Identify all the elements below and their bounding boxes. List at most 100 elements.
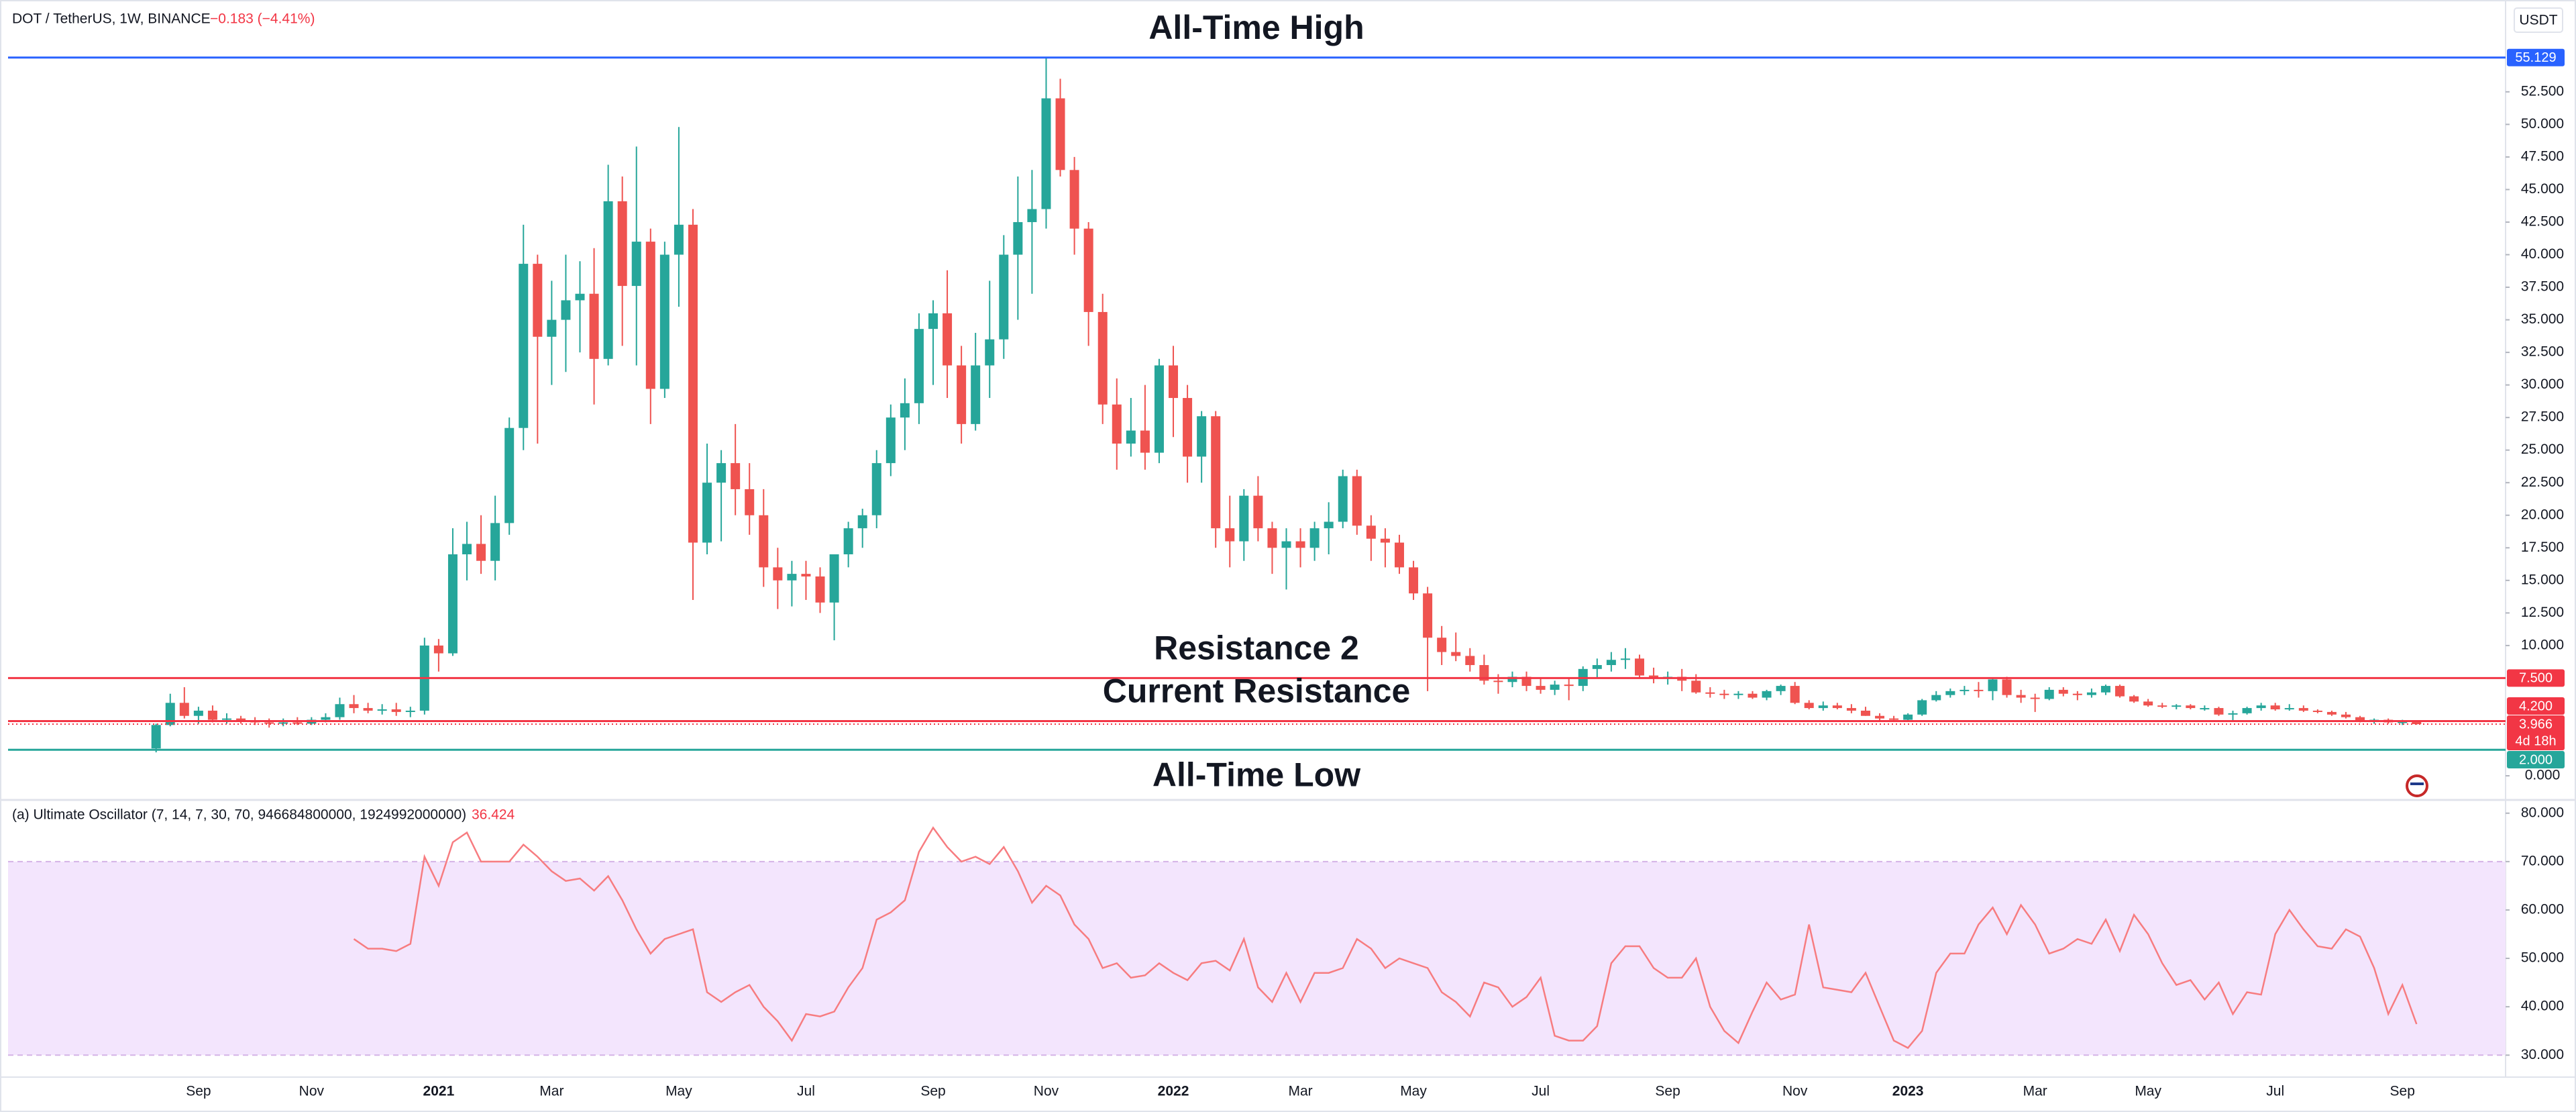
candle-body (1705, 692, 1715, 694)
candle-body (1253, 495, 1263, 529)
candle-body (659, 254, 669, 389)
candle-body (943, 313, 953, 366)
y-tick-label: 25.000 (2521, 442, 2564, 457)
candle-body (2355, 717, 2365, 721)
candle-body (1889, 718, 1899, 720)
candle-body (264, 722, 274, 724)
x-tick-label: Sep (2390, 1084, 2415, 1099)
price-badge-label: 7.500 (2519, 671, 2553, 686)
candle-body (236, 718, 246, 721)
x-tick-label: Nov (299, 1084, 325, 1099)
candle-body (2312, 710, 2322, 712)
candle-body (1451, 652, 1461, 656)
candle-body (1649, 675, 1659, 678)
candle-body (674, 224, 684, 255)
candle-body (179, 703, 189, 716)
x-tick-label: Mar (1288, 1084, 1312, 1099)
y-tick-label: 50.000 (2521, 950, 2564, 966)
y-tick-label: 70.000 (2521, 853, 2564, 868)
candle-body (1564, 685, 1574, 687)
y-tick-label: 52.500 (2521, 83, 2564, 99)
candle-body (1606, 660, 1616, 666)
candle-body (2242, 708, 2252, 713)
x-tick-label: Nov (1034, 1084, 1059, 1099)
candle-body (1211, 416, 1221, 529)
candle-body (2171, 705, 2182, 707)
y-tick-label: 10.000 (2521, 637, 2564, 652)
candle-body (2256, 705, 2266, 709)
candle-body (1592, 665, 1602, 669)
candle-body (2030, 697, 2040, 699)
candle-body (1536, 686, 1546, 690)
candle-body (957, 365, 967, 424)
candle-body (2398, 721, 2408, 723)
candle-body (2086, 692, 2096, 695)
candle-body (971, 365, 981, 424)
y-tick-label: 37.500 (2521, 279, 2564, 295)
candle-body (617, 201, 627, 287)
candle-body (815, 576, 825, 603)
x-tick-label: Jul (2266, 1084, 2284, 1099)
x-tick-label: 2023 (1892, 1084, 1924, 1099)
y-tick-label: 20.000 (2521, 507, 2564, 522)
currency-box[interactable] (2514, 7, 2563, 33)
candle-body (2341, 714, 2351, 717)
candle-body (1465, 656, 1475, 666)
candle-body (928, 313, 938, 330)
x-tick-label: May (1400, 1084, 1427, 1099)
indicator-title: (a) Ultimate Oscillator (7, 14, 7, 30, 7… (12, 807, 466, 823)
candle-body (2100, 686, 2110, 693)
candle-body (1550, 685, 1560, 690)
candle-body (349, 704, 359, 709)
x-tick-label: May (2135, 1084, 2161, 1099)
candle-body (1366, 525, 1376, 539)
candle-body (1832, 705, 1842, 709)
y-tick-label: 40.000 (2521, 246, 2564, 262)
y-tick-label: 60.000 (2521, 902, 2564, 917)
candle-body (2270, 705, 2280, 710)
candle-body (561, 300, 571, 320)
candle-body (843, 528, 853, 555)
candle-body (2115, 686, 2125, 697)
candle-body (603, 201, 613, 359)
candle-body (1846, 708, 1856, 711)
candle-body (999, 254, 1009, 340)
level-annotation: Resistance 2 (1154, 629, 1359, 667)
x-tick-label: 2022 (1158, 1084, 1189, 1099)
flag-icon[interactable] (2406, 774, 2428, 797)
candle-body (2016, 695, 2026, 698)
candle-body (1790, 686, 1800, 703)
y-tick-label: 17.500 (2521, 540, 2564, 555)
candle-body (1875, 715, 1885, 719)
candle-body (1635, 658, 1644, 676)
candle-body (1013, 221, 1023, 255)
candle-body (871, 463, 881, 515)
candle-body (1097, 311, 1108, 405)
candle-body (1620, 658, 1630, 660)
candle-body (462, 544, 472, 555)
y-tick-label: 22.500 (2521, 474, 2564, 490)
y-tick-label: 32.500 (2521, 344, 2564, 360)
countdown: 4d 18h (2515, 734, 2556, 748)
candle-body (801, 574, 811, 577)
symbol: DOT / TetherUS, 1W, BINANCE (12, 11, 211, 27)
price-badge-label: 4.200 (2519, 699, 2553, 713)
candle-body (1960, 689, 1970, 691)
y-tick-label: 12.500 (2521, 605, 2564, 620)
candle-body (165, 703, 175, 725)
oscillator-line (353, 826, 2418, 1050)
candle-body (1126, 430, 1136, 444)
candle-body (321, 717, 331, 720)
price-badge (2507, 669, 2565, 687)
candle-body (1733, 693, 1743, 695)
candle-body (490, 523, 500, 561)
plot: 0.000 10.000 12.500 15.000 17.500 20.000 22.50… (8, 9, 2565, 1099)
currency[interactable]: USDT (2519, 13, 2557, 28)
candle-body (207, 710, 217, 720)
y-tick-label: 27.500 (2521, 409, 2564, 425)
candle-body (1183, 398, 1193, 457)
price-badge (2507, 697, 2565, 715)
candle-body (1860, 710, 1870, 716)
candle-body (1197, 416, 1207, 457)
candle-body (1437, 638, 1447, 652)
